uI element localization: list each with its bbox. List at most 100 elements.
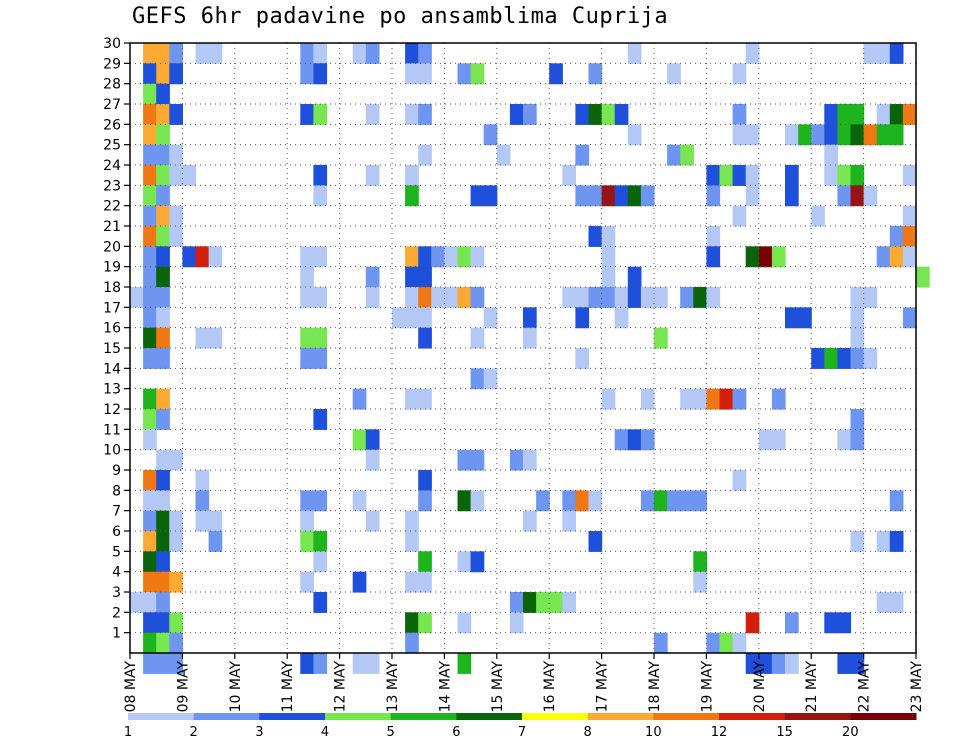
- heatmap-cell: [785, 653, 799, 674]
- heatmap-cell: [405, 63, 419, 85]
- heatmap-cell: [444, 287, 459, 308]
- heatmap-cell: [418, 307, 432, 329]
- heatmap-cell: [169, 43, 183, 64]
- heatmap-cell: [483, 368, 498, 390]
- heatmap-cell: [300, 653, 314, 674]
- heatmap-cell: [352, 43, 367, 64]
- heatmap-cell: [143, 348, 157, 369]
- heatmap-cell: [693, 571, 707, 593]
- heatmap-cell: [313, 287, 328, 308]
- heatmap-cell: [156, 185, 170, 207]
- heatmap-cell: [156, 63, 170, 85]
- heatmap-cell: [169, 632, 183, 654]
- legend-swatch: [850, 713, 917, 720]
- heatmap-cell: [575, 104, 590, 125]
- heatmap-cell: [300, 43, 314, 64]
- heatmap-cell: [876, 246, 891, 268]
- heatmap-cell: [156, 632, 170, 654]
- legend-label: 8: [584, 725, 592, 740]
- heatmap-cell: [169, 531, 183, 552]
- heatmap-cell: [365, 653, 380, 674]
- heatmap-cell: [156, 307, 170, 329]
- heatmap-cell: [562, 510, 576, 532]
- y-tick-label: 5: [112, 544, 121, 560]
- heatmap-cell: [418, 246, 432, 268]
- y-tick-label: 19: [103, 260, 121, 276]
- heatmap-cell: [876, 43, 891, 64]
- x-tick-label: 13 MAY: [385, 661, 401, 713]
- x-tick-label: 16 MAY: [542, 661, 558, 713]
- heatmap-cell: [169, 165, 183, 186]
- heatmap-cell: [732, 104, 747, 125]
- heatmap-cell: [156, 551, 170, 573]
- heatmap-cell: [706, 165, 721, 186]
- heatmap-cell: [169, 449, 183, 471]
- heatmap-cell: [470, 63, 485, 85]
- heatmap-cell: [758, 429, 773, 451]
- heatmap-cell: [365, 104, 380, 125]
- y-tick-label: 15: [103, 341, 121, 357]
- heatmap-cell: [902, 104, 917, 125]
- heatmap-cell: [824, 104, 838, 125]
- heatmap-cell: [156, 43, 170, 64]
- heatmap-cell: [418, 144, 432, 166]
- heatmap-cell: [745, 653, 760, 674]
- heatmap-cell: [143, 165, 157, 186]
- heatmap-cell: [732, 205, 747, 227]
- heatmap-cell: [143, 470, 157, 491]
- heatmap-cell: [850, 348, 865, 369]
- heatmap-cell: [902, 165, 917, 186]
- heatmap-cell: [667, 63, 681, 85]
- heatmap-cell: [156, 266, 170, 288]
- chart-title: GEFS 6hr padavine po ansamblima Cuprija: [132, 4, 669, 29]
- x-tick-label: 10 MAY: [228, 661, 244, 713]
- heatmap-cell: [169, 571, 183, 593]
- heatmap-cell: [418, 551, 432, 573]
- heatmap-cell: [837, 185, 852, 207]
- heatmap-cell: [654, 632, 668, 654]
- heatmap-cell: [693, 287, 707, 308]
- heatmap-cell: [156, 409, 170, 430]
- heatmap-cell: [208, 510, 223, 532]
- heatmap-cell: [536, 592, 550, 613]
- legend-label: 12: [711, 725, 728, 740]
- heatmap-cell: [418, 266, 432, 288]
- legend-swatch: [128, 713, 195, 720]
- heatmap-cell: [654, 490, 668, 512]
- heatmap-cell: [640, 388, 655, 410]
- heatmap-cell: [785, 165, 799, 186]
- heatmap-cell: [156, 348, 170, 369]
- heatmap-cell: [313, 409, 328, 430]
- heatmap-cell: [850, 124, 865, 146]
- y-tick-label: 12: [103, 402, 121, 418]
- heatmap-cell: [143, 124, 157, 146]
- x-tick-label: 22 MAY: [857, 661, 873, 713]
- heatmap-cell: [470, 490, 485, 512]
- heatmap-cell: [156, 165, 170, 186]
- y-tick-label: 2: [112, 605, 121, 621]
- heatmap-cell: [470, 246, 485, 268]
- heatmap-cell: [889, 43, 904, 64]
- x-tick-label: 11 MAY: [280, 661, 296, 713]
- heatmap-cell: [588, 287, 603, 308]
- heatmap-cell: [837, 104, 852, 125]
- y-tick-label: 28: [103, 77, 121, 93]
- heatmap-cell: [143, 632, 157, 654]
- heatmap-cell: [562, 490, 576, 512]
- heatmap-cell: [143, 490, 157, 512]
- heatmap-cell: [169, 612, 183, 634]
- heatmap-cell: [156, 592, 170, 613]
- heatmap-cell: [457, 490, 472, 512]
- heatmap-cell: [889, 246, 904, 268]
- heatmap-cell: [300, 348, 314, 369]
- heatmap-cell: [418, 388, 432, 410]
- heatmap-cell: [588, 63, 603, 85]
- heatmap-cell: [523, 592, 537, 613]
- heatmap-cell: [889, 490, 904, 512]
- heatmap-cell: [405, 632, 419, 654]
- heatmap-cell: [627, 287, 642, 308]
- heatmap-cell: [719, 165, 734, 186]
- legend-label: 3: [255, 725, 263, 740]
- heatmap-cell: [850, 409, 865, 430]
- heatmap-cell: [732, 165, 747, 186]
